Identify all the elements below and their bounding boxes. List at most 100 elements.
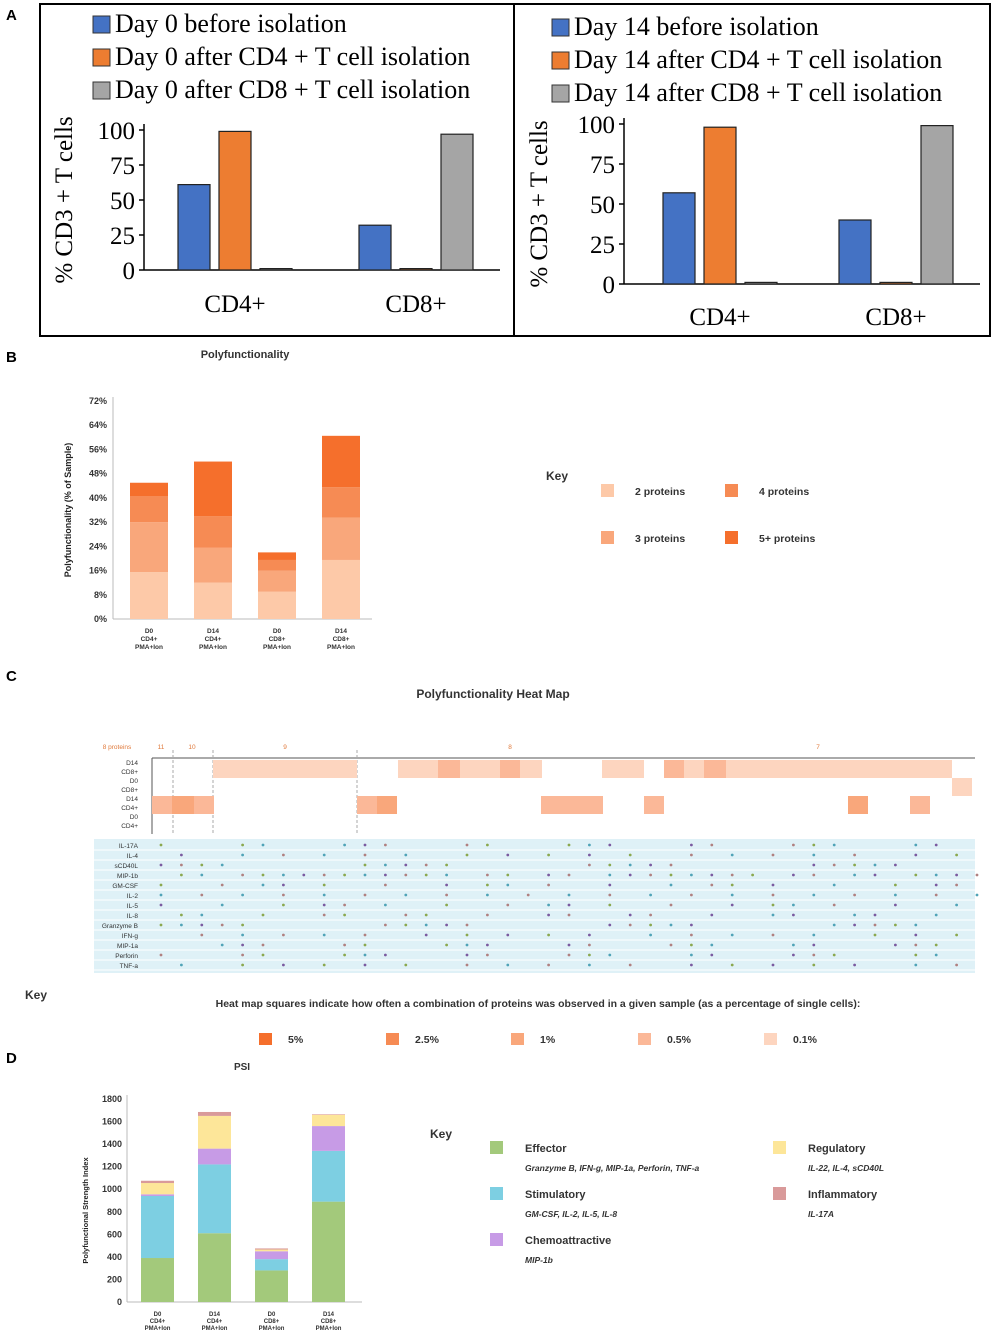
protein-dot bbox=[853, 893, 856, 897]
legend-label: 2.5% bbox=[415, 1034, 440, 1046]
legend-label: 5% bbox=[288, 1034, 304, 1046]
protein-dot bbox=[159, 843, 163, 847]
protein-dot bbox=[710, 943, 714, 947]
protein-dot bbox=[792, 953, 795, 957]
stacked-bar-segment bbox=[141, 1183, 174, 1195]
protein-dot bbox=[832, 863, 836, 867]
protein-dot bbox=[220, 903, 224, 907]
x-tick-label: PMA+Ion bbox=[316, 1326, 342, 1332]
protein-dot bbox=[180, 873, 183, 877]
y-tick-label: 600 bbox=[107, 1229, 122, 1239]
stacked-bar-segment bbox=[312, 1114, 345, 1127]
protein-dot bbox=[404, 873, 408, 877]
protein-dot bbox=[322, 903, 326, 907]
x-tick-label: CD8+ bbox=[269, 636, 286, 643]
legend-swatch bbox=[259, 1033, 272, 1045]
protein-dot bbox=[261, 943, 265, 947]
protein-dot bbox=[792, 843, 795, 847]
protein-dot bbox=[588, 953, 591, 957]
legend-description: MIP-1b bbox=[525, 1255, 553, 1265]
protein-dot bbox=[690, 873, 693, 877]
heat-cell bbox=[704, 760, 726, 778]
protein-dot bbox=[792, 943, 795, 947]
protein-dot bbox=[690, 953, 693, 957]
protein-dot bbox=[832, 953, 836, 957]
protein-dot bbox=[894, 893, 897, 897]
protein-dot bbox=[180, 913, 183, 917]
protein-dot bbox=[343, 943, 346, 947]
protein-dot bbox=[159, 953, 163, 957]
protein-label: GM-CSF bbox=[112, 883, 138, 890]
protein-dot bbox=[934, 893, 938, 897]
legend-swatch bbox=[92, 81, 111, 100]
protein-dot bbox=[241, 943, 245, 947]
y-tick-label: 0 bbox=[117, 1297, 122, 1307]
group-label: 10 bbox=[188, 744, 196, 751]
panel-letter-b: B bbox=[6, 349, 17, 366]
y-tick-label: 0 bbox=[603, 272, 616, 299]
bar bbox=[440, 133, 474, 271]
protein-dot bbox=[241, 953, 245, 957]
protein-dot bbox=[588, 853, 591, 857]
chart-c-title: Polyfunctionality Heat Map bbox=[416, 687, 569, 701]
protein-dot bbox=[343, 843, 346, 847]
protein-dot bbox=[547, 873, 550, 877]
protein-dot bbox=[914, 843, 918, 847]
heat-cell bbox=[377, 796, 397, 814]
protein-dot bbox=[159, 923, 163, 927]
x-tick-label: PMA+Ion bbox=[327, 644, 355, 651]
protein-dot bbox=[669, 863, 673, 867]
protein-dot bbox=[690, 963, 693, 967]
stacked-bar-segment bbox=[312, 1201, 345, 1302]
protein-dot bbox=[894, 883, 897, 887]
protein-dot bbox=[547, 913, 550, 917]
legend-label: Day 0 after CD8 + T cell isolation bbox=[115, 75, 470, 104]
protein-dot bbox=[730, 933, 734, 937]
heat-cell bbox=[398, 760, 438, 778]
protein-dot bbox=[384, 903, 387, 907]
legend-swatch bbox=[638, 1033, 651, 1045]
protein-dot bbox=[261, 953, 265, 957]
heat-cell bbox=[460, 760, 500, 778]
stacked-bar-segment bbox=[194, 547, 232, 583]
sample-label: D0 bbox=[130, 778, 139, 785]
protein-dot bbox=[159, 883, 163, 887]
protein-dot bbox=[690, 933, 693, 937]
stacked-bar-segment bbox=[194, 582, 232, 619]
legend-label: Day 14 before isolation bbox=[574, 12, 819, 41]
protein-dot bbox=[934, 913, 938, 917]
protein-dot bbox=[322, 883, 326, 887]
protein-dot bbox=[608, 863, 612, 867]
legend-description: GM-CSF, IL-2, IL-5, IL-8 bbox=[525, 1209, 617, 1219]
x-tick-label: CD8+ bbox=[333, 636, 350, 643]
protein-dot bbox=[506, 853, 510, 857]
protein-dot bbox=[486, 893, 489, 897]
protein-label: Perforin bbox=[115, 953, 138, 960]
protein-dot bbox=[241, 923, 245, 927]
sample-label: CD4+ bbox=[121, 805, 138, 812]
protein-dot bbox=[792, 873, 795, 877]
x-tick-label: CD4+ bbox=[150, 1319, 166, 1325]
protein-dot bbox=[914, 873, 918, 877]
protein-dot bbox=[200, 873, 204, 877]
protein-dot bbox=[384, 883, 387, 887]
protein-dot bbox=[955, 933, 958, 937]
legend-swatch bbox=[490, 1187, 503, 1200]
protein-dot bbox=[690, 943, 693, 947]
stacked-bar-segment bbox=[130, 522, 168, 573]
protein-dot bbox=[669, 943, 673, 947]
protein-dot bbox=[730, 873, 734, 877]
chart-b: Polyfunctionality (% of Sample) 0% 8% 16% 24… bbox=[63, 396, 815, 651]
legend-swatch bbox=[551, 18, 570, 37]
stacked-bar-segment bbox=[255, 1270, 288, 1302]
x-tick-label: D0 bbox=[154, 1312, 162, 1318]
protein-dot bbox=[445, 903, 448, 907]
protein-dot bbox=[567, 873, 571, 877]
protein-dot bbox=[567, 843, 571, 847]
protein-dot bbox=[894, 903, 897, 907]
protein-dot bbox=[343, 913, 346, 917]
protein-dot bbox=[322, 933, 326, 937]
protein-dot bbox=[404, 863, 408, 867]
protein-dot bbox=[220, 923, 224, 927]
x-tick-label: CD4+ bbox=[141, 636, 158, 643]
